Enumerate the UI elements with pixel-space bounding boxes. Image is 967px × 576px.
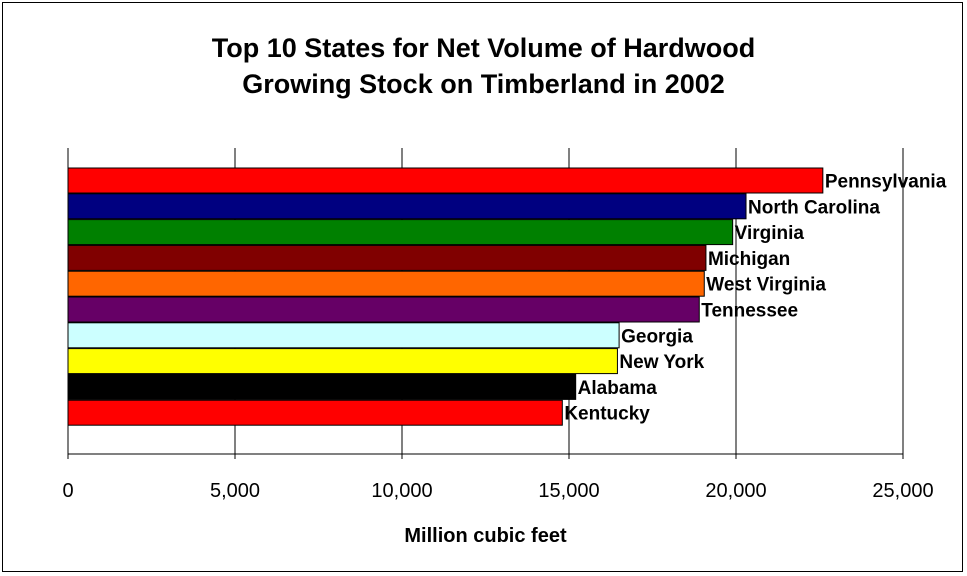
bar-pennsylvania xyxy=(67,167,824,194)
x-tick-label: 15,000 xyxy=(538,480,599,502)
x-tick-label: 0 xyxy=(62,480,73,502)
x-tick-label: 20,000 xyxy=(705,480,766,502)
bar-virginia xyxy=(67,219,734,246)
chart-title-line-2: Growing Stock on Timberland in 2002 xyxy=(242,69,725,99)
category-label: Georgia xyxy=(621,326,693,347)
category-label: Alabama xyxy=(578,378,658,399)
category-label: North Carolina xyxy=(748,197,880,218)
category-label: Pennsylvania xyxy=(825,172,947,193)
bar-new-york xyxy=(67,348,618,375)
bars xyxy=(67,167,824,426)
category-label: New York xyxy=(619,352,704,373)
x-tick-label: 10,000 xyxy=(371,480,432,502)
chart-title-line-1: Top 10 States for Net Volume of Hardwood xyxy=(211,33,756,63)
x-tick-label: 25,000 xyxy=(872,480,933,502)
x-axis-tick-labels: 0 5,000 10,000 15,000 20,000 25,000 xyxy=(62,480,933,502)
bar-kentucky xyxy=(67,399,563,426)
bar-west-virginia xyxy=(67,270,705,297)
category-label: West Virginia xyxy=(706,275,826,296)
category-labels: Pennsylvania North Carolina Virginia Michig… xyxy=(564,172,946,425)
x-tick-label: 5,000 xyxy=(210,480,260,502)
bar-georgia xyxy=(67,322,620,349)
bar-michigan xyxy=(67,244,707,271)
bar-north-carolina xyxy=(67,193,747,220)
bar-tennessee xyxy=(67,296,700,323)
category-label: Michigan xyxy=(708,249,790,270)
x-axis-title: Million cubic feet xyxy=(404,525,567,547)
category-label: Kentucky xyxy=(564,404,650,425)
bar-alabama xyxy=(67,373,577,400)
chart-title: Top 10 States for Net Volume of Hardwood… xyxy=(0,30,967,102)
category-label: Tennessee xyxy=(701,301,798,322)
category-label: Virginia xyxy=(735,223,805,244)
